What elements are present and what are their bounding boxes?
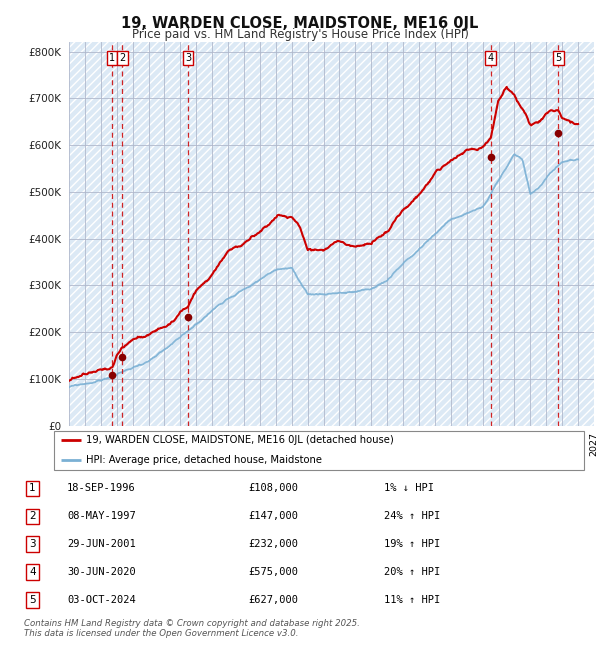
Text: 1: 1 bbox=[29, 484, 36, 493]
Polygon shape bbox=[69, 42, 88, 426]
Text: 20% ↑ HPI: 20% ↑ HPI bbox=[384, 567, 440, 577]
Text: 19, WARDEN CLOSE, MAIDSTONE, ME16 0JL: 19, WARDEN CLOSE, MAIDSTONE, ME16 0JL bbox=[121, 16, 479, 31]
Text: £575,000: £575,000 bbox=[248, 567, 298, 577]
Text: 19% ↑ HPI: 19% ↑ HPI bbox=[384, 540, 440, 549]
Text: 2: 2 bbox=[119, 53, 125, 63]
Text: Price paid vs. HM Land Registry's House Price Index (HPI): Price paid vs. HM Land Registry's House … bbox=[131, 28, 469, 41]
Text: £147,000: £147,000 bbox=[248, 512, 298, 521]
Text: £627,000: £627,000 bbox=[248, 595, 298, 605]
Text: 5: 5 bbox=[29, 595, 36, 605]
Text: Contains HM Land Registry data © Crown copyright and database right 2025.
This d: Contains HM Land Registry data © Crown c… bbox=[24, 619, 360, 638]
Text: 03-OCT-2024: 03-OCT-2024 bbox=[67, 595, 136, 605]
Text: 3: 3 bbox=[185, 53, 191, 63]
Text: 30-JUN-2020: 30-JUN-2020 bbox=[67, 567, 136, 577]
Text: £108,000: £108,000 bbox=[248, 484, 298, 493]
Text: 1% ↓ HPI: 1% ↓ HPI bbox=[384, 484, 434, 493]
FancyBboxPatch shape bbox=[53, 431, 584, 469]
Text: 11% ↑ HPI: 11% ↑ HPI bbox=[384, 595, 440, 605]
Text: 4: 4 bbox=[488, 53, 494, 63]
Text: 1: 1 bbox=[109, 53, 115, 63]
Text: 08-MAY-1997: 08-MAY-1997 bbox=[67, 512, 136, 521]
Text: 18-SEP-1996: 18-SEP-1996 bbox=[67, 484, 136, 493]
Text: 19, WARDEN CLOSE, MAIDSTONE, ME16 0JL (detached house): 19, WARDEN CLOSE, MAIDSTONE, ME16 0JL (d… bbox=[86, 436, 394, 445]
Text: 5: 5 bbox=[555, 53, 562, 63]
Text: 24% ↑ HPI: 24% ↑ HPI bbox=[384, 512, 440, 521]
Text: HPI: Average price, detached house, Maidstone: HPI: Average price, detached house, Maid… bbox=[86, 455, 322, 465]
Text: 3: 3 bbox=[29, 540, 36, 549]
Text: £232,000: £232,000 bbox=[248, 540, 298, 549]
Text: 2: 2 bbox=[29, 512, 36, 521]
Text: 4: 4 bbox=[29, 567, 36, 577]
Text: 29-JUN-2001: 29-JUN-2001 bbox=[67, 540, 136, 549]
